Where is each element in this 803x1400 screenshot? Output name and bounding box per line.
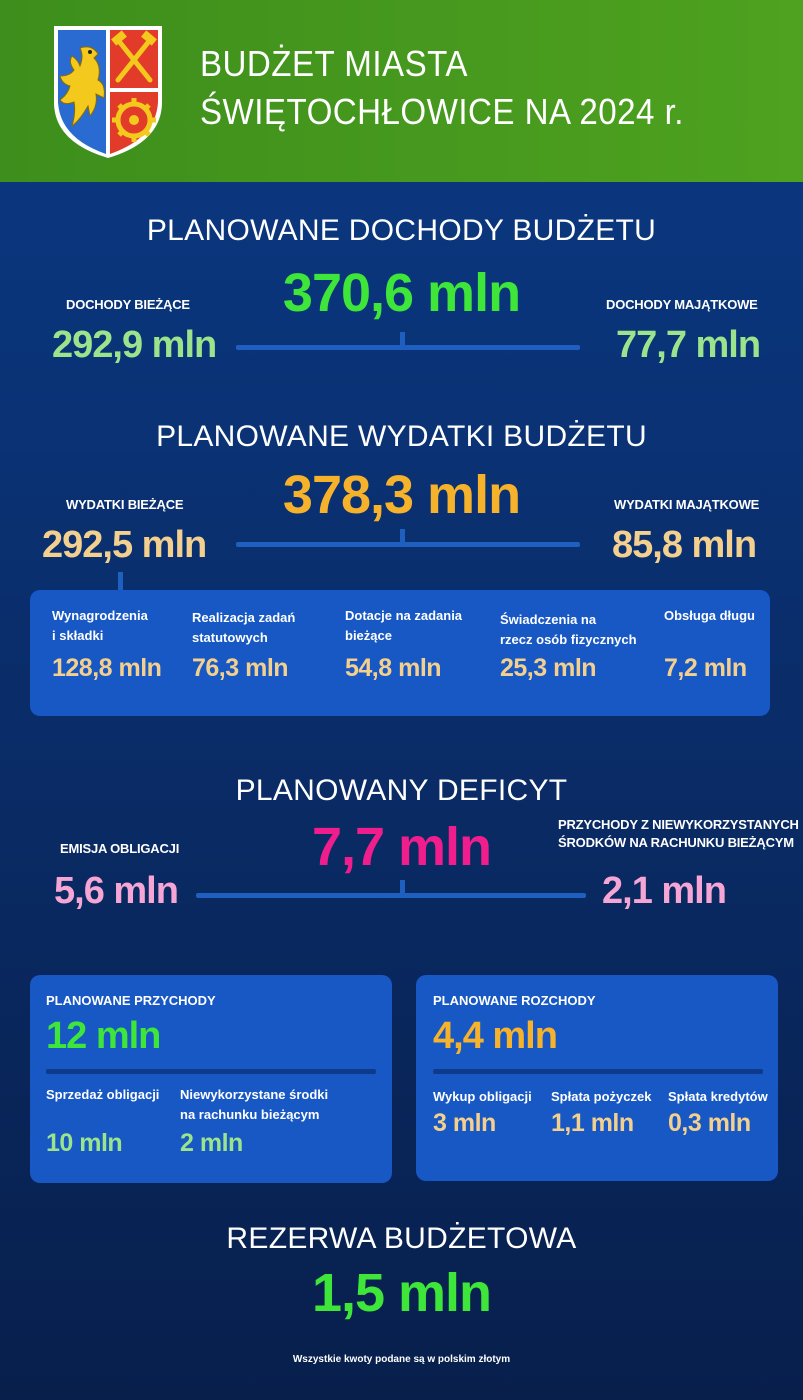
property-expenses-label: WYDATKI MAJĄTKOWE bbox=[614, 497, 760, 512]
currency-footnote: Wszystkie kwoty podane są w polskim złot… bbox=[292, 1354, 511, 1365]
deficit-section-title: PLANOWANY DEFICYT bbox=[235, 774, 568, 807]
breakdown-label-statutory: Realizacja zadań statutowych bbox=[192, 610, 296, 645]
income-connector-tick bbox=[400, 332, 405, 348]
unused-funds-label: PRZYCHODY Z NIEWYKORZYSTANYCH ŚRODKÓW NA… bbox=[558, 817, 799, 850]
revenues-panel: PLANOWANE PRZYCHODY 12 mln Sprzedaż obli… bbox=[30, 975, 392, 1183]
outflows-divider bbox=[433, 1069, 763, 1074]
breakdown-value-statutory: 76,3 mln bbox=[192, 654, 289, 682]
outflows-panel: PLANOWANE ROZCHODY 4,4 mln Wykup obligac… bbox=[416, 975, 778, 1181]
city-coat-of-arms-icon bbox=[54, 26, 162, 158]
deficit-connector-tick bbox=[400, 880, 405, 896]
revenues-item-value-unused-funds: 2 mln bbox=[180, 1129, 243, 1157]
income-total: 370,6 mln bbox=[282, 263, 521, 323]
income-connector-line bbox=[236, 345, 580, 350]
page-title-line1: BUDŻET MIASTA bbox=[200, 43, 468, 84]
property-expenses-value: 85,8 mln bbox=[612, 524, 757, 566]
outflows-item-label-loan-repayment: Spłata pożyczek bbox=[551, 1089, 652, 1104]
outflows-item-label-bond-buyback: Wykup obligacji bbox=[433, 1089, 532, 1104]
income-section-title: PLANOWANE DOCHODY BUDŻETU bbox=[146, 214, 657, 247]
page-title-line2: ŚWIĘTOCHŁOWICE NA 2024 r. bbox=[200, 91, 684, 132]
outflows-item-label-credit-repayment: Spłata kredytów bbox=[668, 1089, 768, 1104]
revenues-panel-title: PLANOWANE PRZYCHODY bbox=[46, 993, 216, 1008]
breakdown-value-benefits: 25,3 mln bbox=[500, 654, 597, 682]
revenues-total: 12 mln bbox=[46, 1015, 161, 1057]
outflows-total: 4,4 mln bbox=[433, 1015, 558, 1057]
revenues-divider bbox=[46, 1069, 376, 1074]
breakdown-label-benefits: Świadczenia na rzecz osób fizycznych bbox=[500, 612, 637, 647]
reserve-section-title: REZERWA BUDŻETOWA bbox=[226, 1222, 577, 1255]
property-income-value: 77,7 mln bbox=[616, 324, 761, 366]
deficit-connector-line bbox=[196, 893, 586, 898]
revenues-item-label-bond-sale: Sprzedaż obligacji bbox=[46, 1087, 160, 1102]
breakdown-connector-tick bbox=[118, 572, 123, 594]
expenses-connector-line bbox=[236, 542, 580, 547]
expenses-breakdown-panel: Wynagrodzenia i składki 128,8 mln Realiza… bbox=[30, 590, 770, 716]
revenues-item-value-bond-sale: 10 mln bbox=[46, 1129, 123, 1157]
breakdown-value-debt-service: 7,2 mln bbox=[664, 654, 747, 682]
revenues-item-label-unused-funds: Niewykorzystane środki na rachunku bieżąc… bbox=[180, 1087, 329, 1122]
expenses-connector-tick bbox=[400, 529, 405, 545]
outflows-item-value-bond-buyback: 3 mln bbox=[433, 1109, 496, 1137]
breakdown-value-salaries: 128,8 mln bbox=[52, 654, 162, 682]
breakdown-value-grants: 54,8 mln bbox=[345, 654, 442, 682]
property-income-label: DOCHODY MAJĄTKOWE bbox=[606, 297, 758, 312]
header-banner: BUDŻET MIASTA ŚWIĘTOCHŁOWICE NA 2024 r. bbox=[0, 0, 803, 182]
current-income-value: 292,9 mln bbox=[52, 324, 217, 366]
outflows-item-value-loan-repayment: 1,1 mln bbox=[551, 1109, 634, 1137]
unused-funds-value: 2,1 mln bbox=[602, 870, 727, 912]
outflows-panel-title: PLANOWANE ROZCHODY bbox=[433, 993, 596, 1008]
deficit-total: 7,7 mln bbox=[311, 817, 492, 877]
expenses-total: 378,3 mln bbox=[282, 465, 521, 525]
reserve-value: 1,5 mln bbox=[311, 1263, 492, 1323]
breakdown-label-debt-service: Obsługa długu bbox=[664, 608, 755, 623]
outflows-item-value-credit-repayment: 0,3 mln bbox=[668, 1109, 751, 1137]
current-income-label: DOCHODY BIEŻĄCE bbox=[66, 297, 190, 312]
breakdown-label-salaries: Wynagrodzenia i składki bbox=[52, 608, 148, 643]
expenses-section-title: PLANOWANE WYDATKI BUDŻETU bbox=[156, 420, 647, 453]
breakdown-label-grants: Dotacje na zadania bieżące bbox=[345, 608, 463, 643]
page-title: BUDŻET MIASTA ŚWIĘTOCHŁOWICE NA 2024 r. bbox=[200, 40, 684, 136]
bond-issue-value: 5,6 mln bbox=[54, 870, 179, 912]
current-expenses-value: 292,5 mln bbox=[42, 524, 207, 566]
current-expenses-label: WYDATKI BIEŻĄCE bbox=[66, 497, 184, 512]
bond-issue-label: EMISJA OBLIGACJI bbox=[60, 841, 180, 856]
